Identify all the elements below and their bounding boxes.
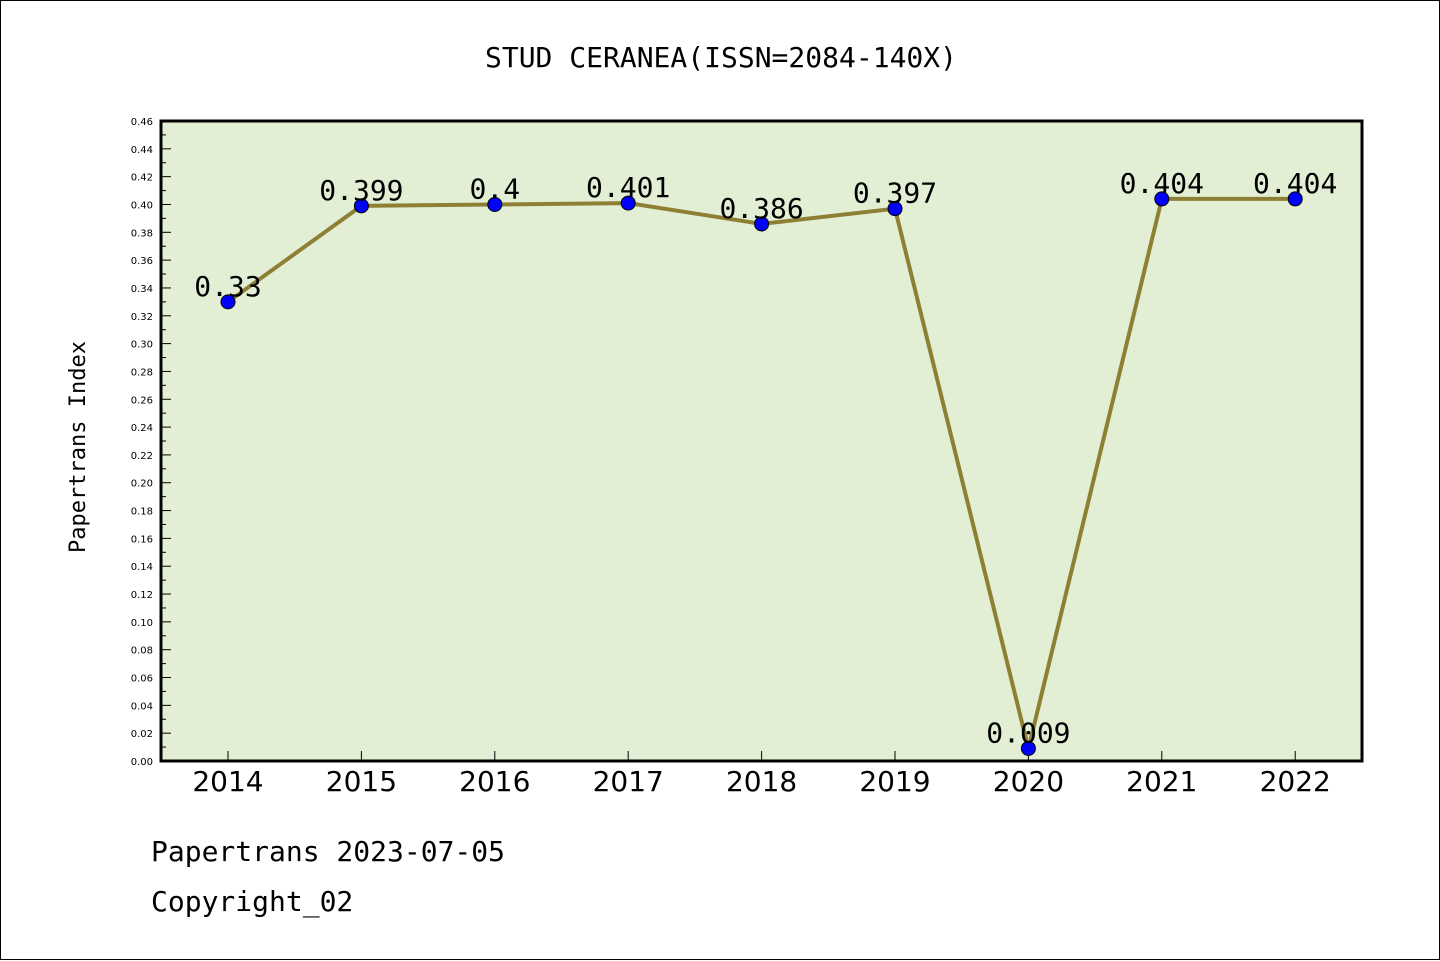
y-tick-label: 0.20	[131, 479, 153, 490]
y-tick-label: 0.44	[131, 145, 153, 156]
y-tick-label: 0.22	[131, 451, 153, 462]
chart-title: STUD CERANEA(ISSN=2084-140X)	[485, 41, 957, 74]
data-point	[1154, 191, 1170, 207]
y-tick-label: 0.18	[131, 507, 153, 518]
data-label: 0.404	[1120, 167, 1204, 200]
y-tick-label: 0.16	[131, 534, 153, 545]
x-axis: 2014 2015 2016 2017 2018 2019 2020 2021 2022	[192, 751, 1331, 798]
data-label: 0.009	[986, 716, 1070, 749]
y-tick-label: 0.26	[131, 395, 153, 406]
data-point	[620, 195, 636, 211]
data-label: 0.404	[1253, 167, 1337, 200]
y-tick-label: 0.10	[131, 618, 153, 629]
data-point	[487, 196, 503, 212]
y-tick-label: 0.28	[131, 367, 153, 378]
x-tick-label: 2020	[993, 765, 1064, 798]
y-tick-label: 0.42	[131, 173, 153, 184]
x-tick-label: 2021	[1126, 765, 1197, 798]
y-tick-label: 0.36	[131, 256, 153, 267]
data-label: 0.4	[470, 172, 521, 205]
data-point	[887, 201, 903, 217]
y-tick-label: 0.04	[131, 701, 153, 712]
data-labels: 0.33 0.399 0.4 0.401 0.386 0.397 0.009 0.404 0.4…	[194, 167, 1337, 750]
data-label: 0.401	[586, 171, 670, 204]
y-tick-label: 0.00	[131, 757, 153, 768]
x-tick-label: 2014	[192, 765, 263, 798]
x-tick-label: 2016	[459, 765, 530, 798]
y-tick-label: 0.34	[131, 284, 153, 295]
x-tick-label: 2022	[1260, 765, 1331, 798]
data-label: 0.33	[194, 270, 261, 303]
x-tick-label: 2015	[326, 765, 397, 798]
y-tick-label: 0.30	[131, 340, 153, 351]
data-points	[220, 191, 1303, 756]
footer-copyright: Copyright_02	[151, 885, 354, 918]
y-tick-label: 0.40	[131, 200, 153, 211]
y-axis-label: Papertrans Index	[66, 341, 91, 553]
y-axis: 0.00 0.02 0.04 0.06 0.08 0.10 0.12 0.14 0.16 0.18…	[131, 117, 171, 768]
y-tick-label: 0.46	[131, 117, 153, 128]
y-tick-label: 0.38	[131, 228, 153, 239]
data-point	[754, 216, 770, 232]
plot-border	[159, 119, 1364, 763]
footer-date: Papertrans 2023-07-05	[151, 835, 506, 868]
y-tick-label: 0.32	[131, 312, 153, 323]
x-tick-label: 2019	[859, 765, 930, 798]
data-point	[353, 198, 369, 214]
y-tick-label: 0.14	[131, 562, 153, 573]
y-tick-label: 0.24	[131, 423, 153, 434]
y-tick-label: 0.12	[131, 590, 153, 601]
y-tick-label: 0.06	[131, 674, 153, 685]
data-label: 0.399	[319, 174, 403, 207]
data-point	[220, 294, 236, 310]
data-point	[1287, 191, 1303, 207]
data-label: 0.386	[719, 192, 803, 225]
y-tick-label: 0.02	[131, 729, 153, 740]
y-tick-label: 0.08	[131, 646, 153, 657]
data-label: 0.397	[853, 177, 937, 210]
x-tick-label: 2018	[726, 765, 797, 798]
x-tick-label: 2017	[593, 765, 664, 798]
data-point	[1020, 740, 1036, 756]
